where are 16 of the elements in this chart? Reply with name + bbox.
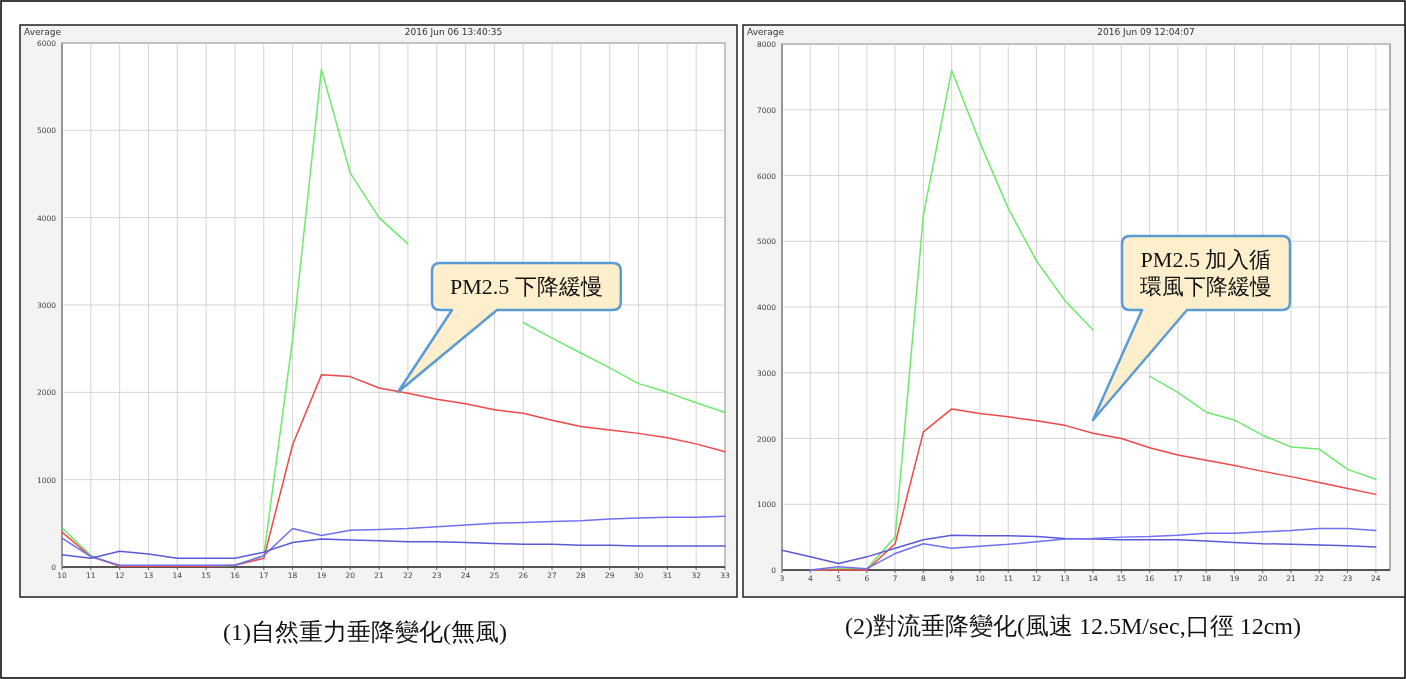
- line-series: [781, 534, 1377, 565]
- text: (2)對流垂降變化(風速 12.5M/sec,口徑 12cm): [845, 613, 1301, 639]
- annotation: PM2.5 加入循環風下降緩慢: [1140, 247, 1272, 299]
- line-series: [61, 538, 726, 560]
- text: (1)自然重力垂降變化(無風): [223, 619, 507, 645]
- annotation: PM2.5 下降緩慢: [450, 274, 603, 299]
- callout: PM2.5 加入循環風下降緩慢: [1091, 234, 1292, 422]
- text: Average: [24, 27, 62, 37]
- text: Average: [747, 27, 785, 37]
- line-series: [61, 515, 726, 566]
- text: 2016 Jun 09 12:04:07: [1097, 27, 1195, 37]
- text: 2016 Jun 06 13:40:35: [404, 27, 503, 37]
- line-series: [809, 527, 1377, 571]
- callout: PM2.5 下降緩慢: [396, 261, 623, 394]
- line-series: [61, 374, 726, 567]
- line-series: [809, 408, 1377, 571]
